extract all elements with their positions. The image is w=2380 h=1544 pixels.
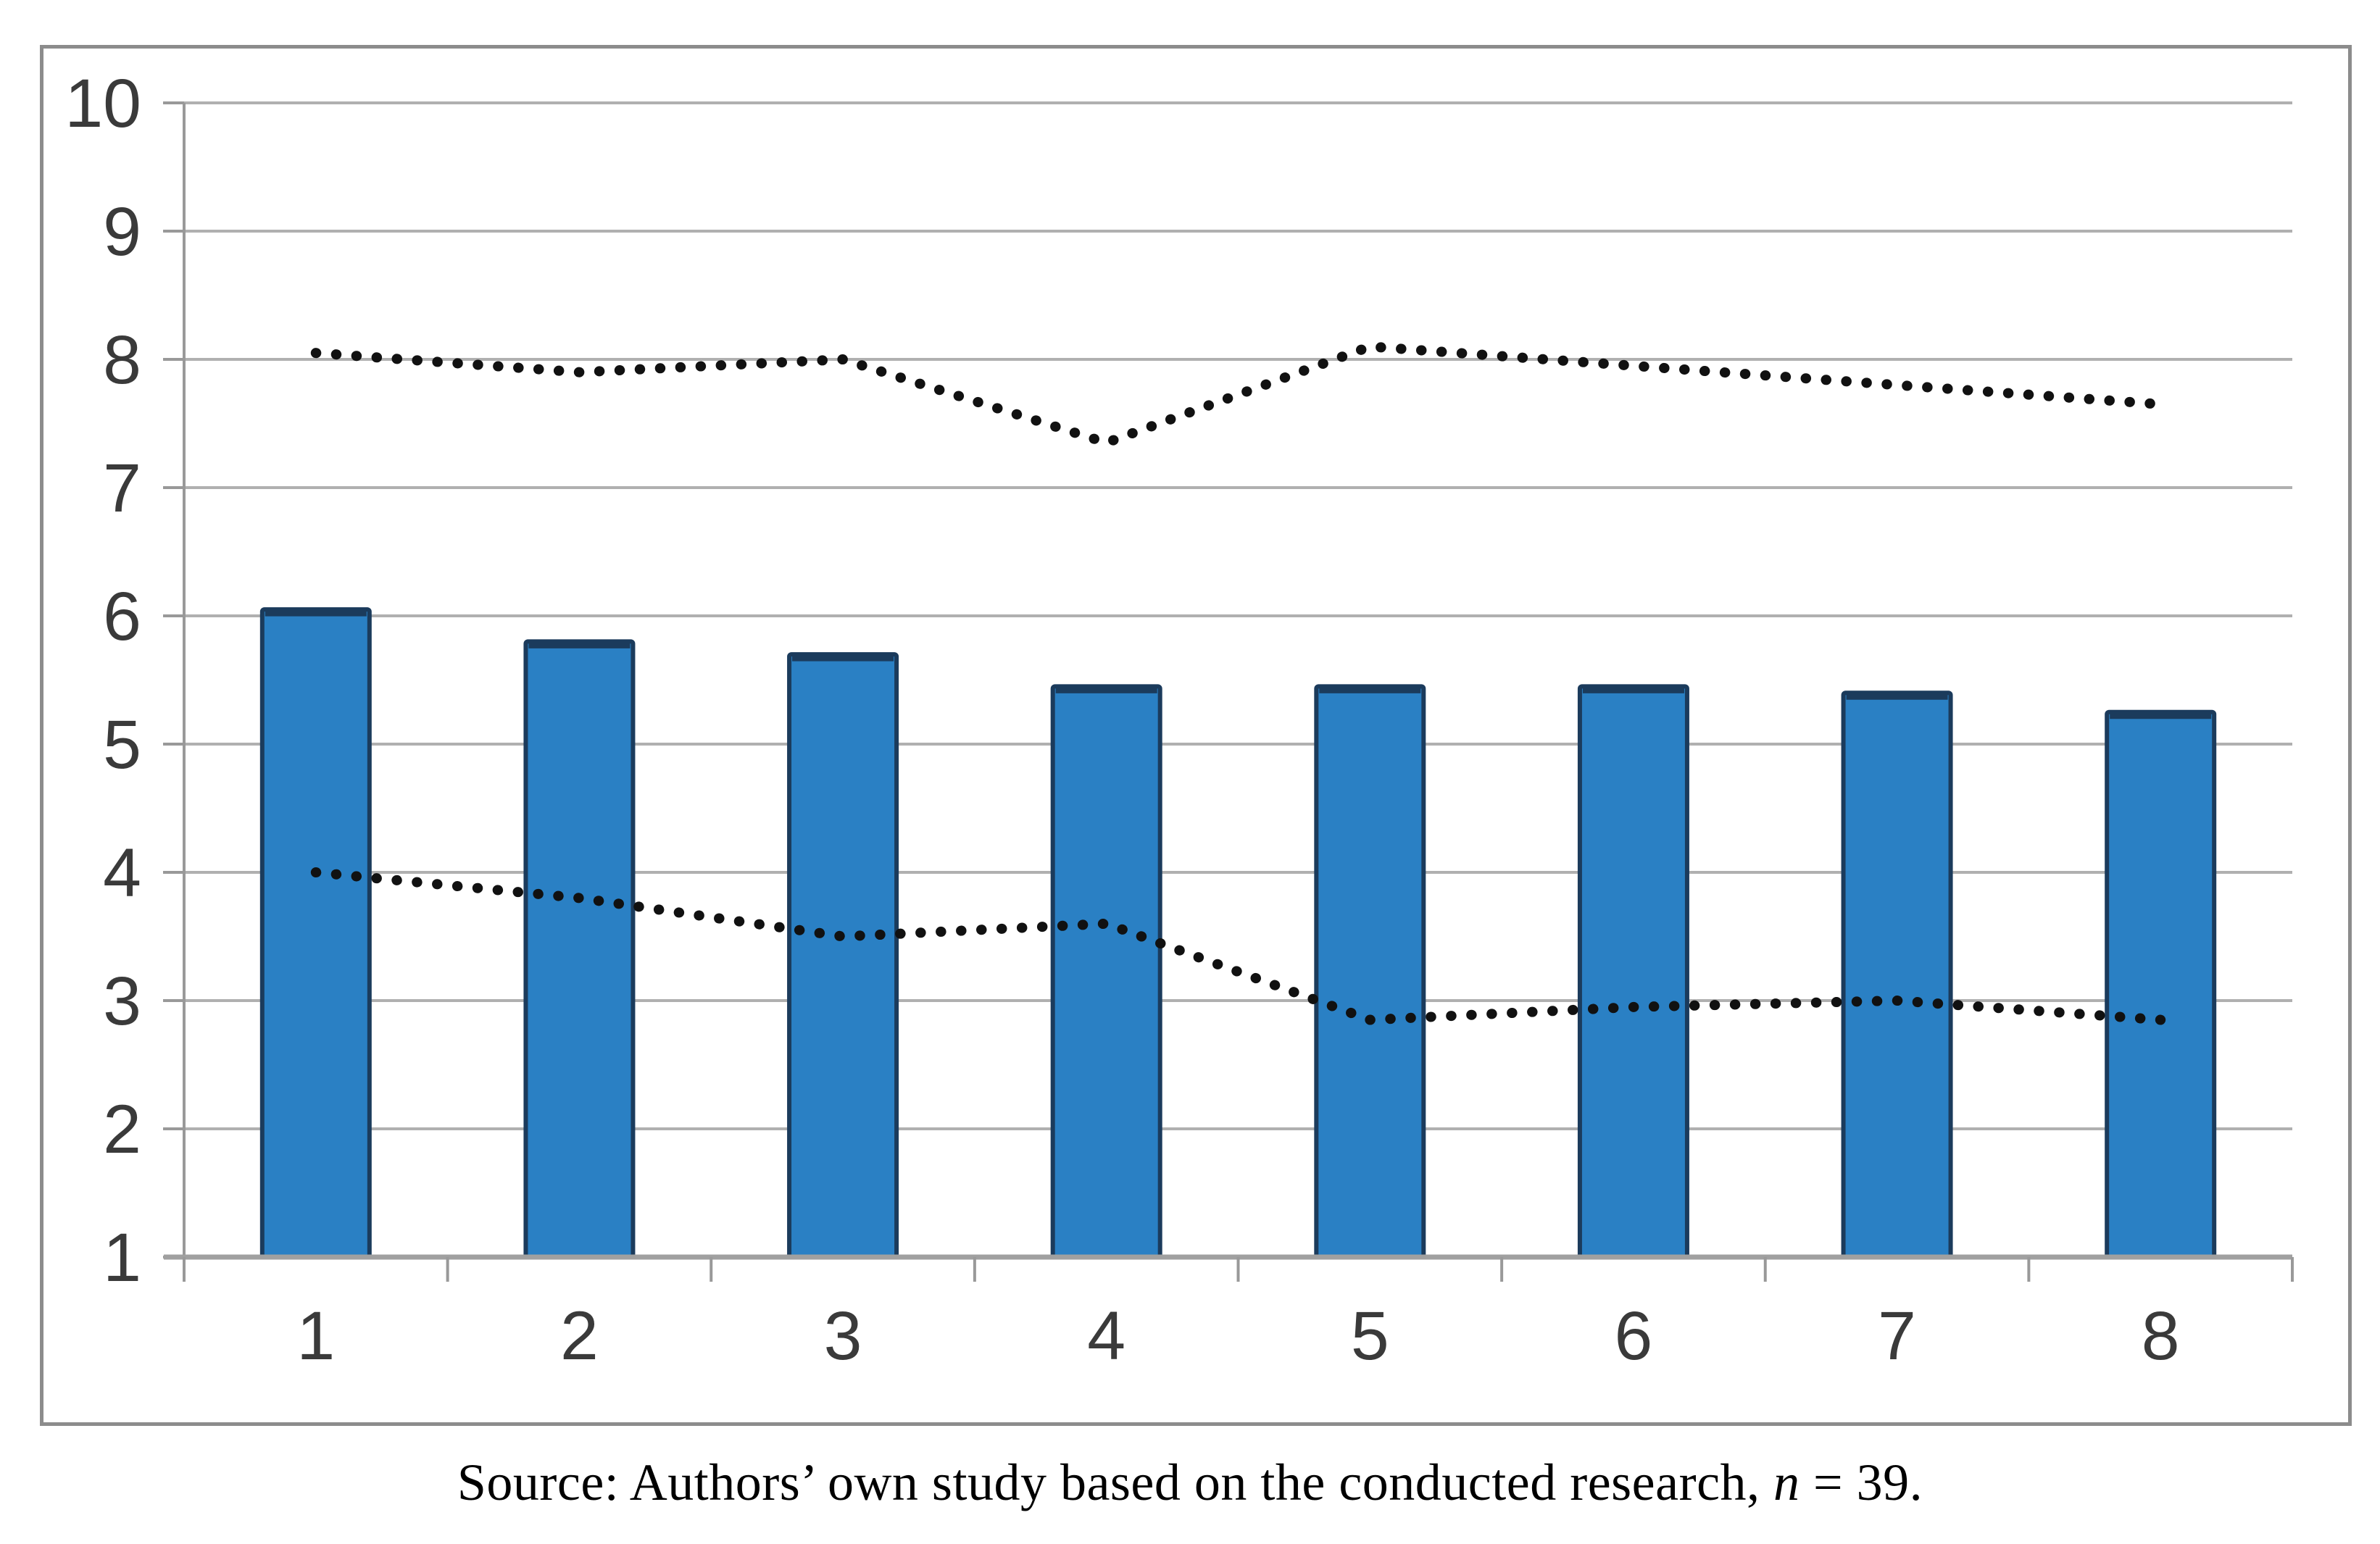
figure-caption: Source: Authors’ own study based on the … — [0, 1453, 2380, 1513]
y-tick-label: 10 — [65, 65, 141, 142]
x-category-label: 3 — [824, 1298, 862, 1374]
x-category-label: 8 — [2142, 1298, 2180, 1374]
x-category-label: 7 — [1878, 1298, 1916, 1374]
y-tick-label: 5 — [103, 706, 141, 783]
x-category-labels: 1 2 3 4 5 6 7 8 — [296, 1298, 2179, 1374]
y-tick-labels: 1 2 3 4 5 6 7 8 9 10 — [65, 65, 141, 1296]
chart-canvas: 1 2 3 4 5 6 7 8 9 10 1 2 3 4 5 6 7 8 — [65, 65, 2294, 1374]
bar-category-7 — [1841, 690, 1953, 1259]
bar-category-3 — [787, 652, 899, 1259]
y-axis — [163, 101, 186, 1282]
x-category-label: 1 — [296, 1298, 335, 1374]
x-category-label: 5 — [1351, 1298, 1389, 1374]
x-axis-ticks — [183, 1257, 2294, 1282]
y-tick-label: 2 — [103, 1091, 141, 1168]
caption-italic-n: n — [1773, 1453, 1800, 1511]
x-category-label: 6 — [1615, 1298, 1653, 1374]
chart-figure-frame: 1 2 3 4 5 6 7 8 9 10 1 2 3 4 5 6 7 8 — [40, 45, 2352, 1426]
y-tick-label: 8 — [103, 322, 141, 398]
y-tick-label: 4 — [103, 835, 141, 911]
y-tick-label: 6 — [103, 578, 141, 655]
bar-series — [259, 607, 2217, 1259]
upper-dotted-line — [310, 341, 2166, 448]
x-category-label: 4 — [1087, 1298, 1125, 1374]
y-tick-label: 9 — [103, 193, 141, 270]
caption-prefix: Source: Authors’ own study based on the … — [457, 1453, 1774, 1511]
bar-category-2 — [523, 639, 636, 1259]
y-tick-label: 1 — [103, 1219, 141, 1296]
x-category-label: 2 — [560, 1298, 599, 1374]
caption-suffix: = 39. — [1799, 1453, 1923, 1511]
y-tick-label: 3 — [103, 963, 141, 1040]
bar-category-4 — [1050, 684, 1162, 1259]
bar-category-1 — [259, 607, 372, 1259]
y-tick-label: 7 — [103, 450, 141, 527]
bar-category-6 — [1577, 684, 1689, 1259]
bar-category-8 — [2105, 709, 2217, 1259]
bar-category-5 — [1314, 684, 1426, 1259]
lower-dotted-line — [310, 867, 2166, 1025]
